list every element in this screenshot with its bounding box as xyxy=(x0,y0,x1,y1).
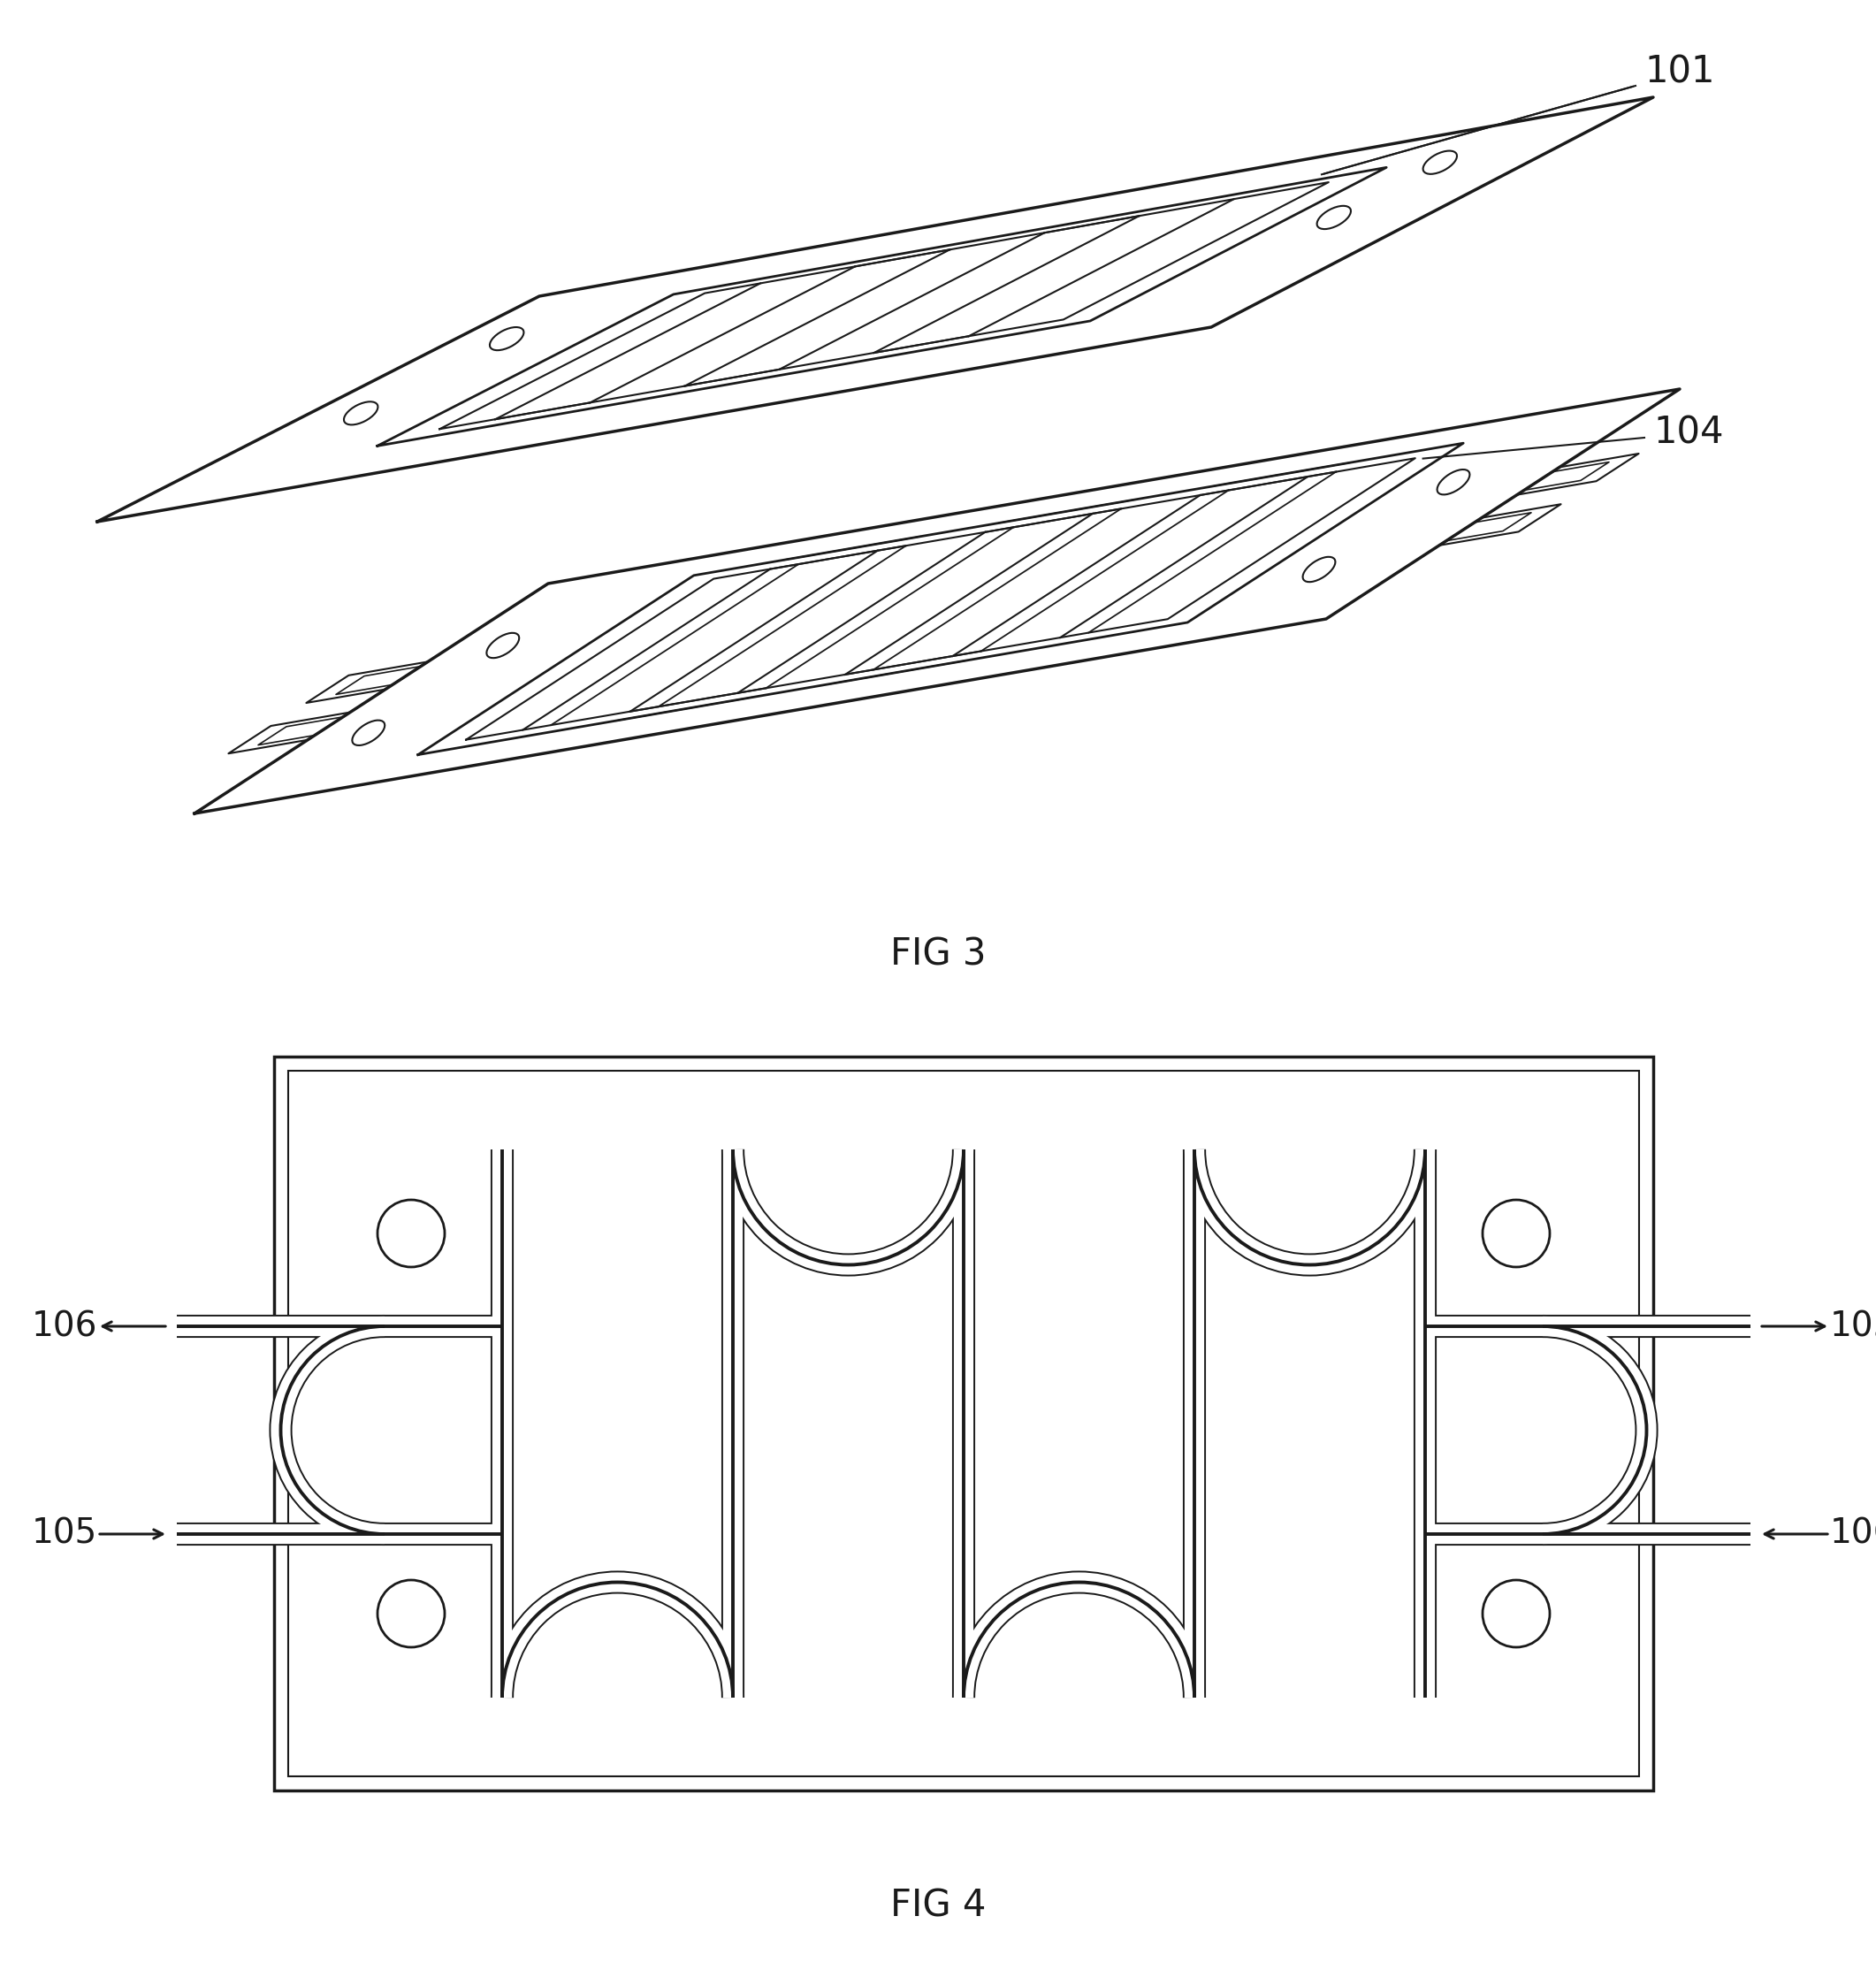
Text: 106: 106 xyxy=(1829,1517,1876,1550)
Text: FIG 4: FIG 4 xyxy=(889,1887,987,1925)
Text: 105: 105 xyxy=(1829,1309,1876,1344)
Text: 105: 105 xyxy=(32,1517,98,1550)
Text: 106: 106 xyxy=(32,1309,98,1344)
Bar xyxy=(274,1058,1653,1791)
Text: FIG 3: FIG 3 xyxy=(889,936,987,973)
Text: 104: 104 xyxy=(1653,414,1724,451)
Text: 101: 101 xyxy=(1645,53,1715,90)
Bar xyxy=(289,1071,1640,1776)
